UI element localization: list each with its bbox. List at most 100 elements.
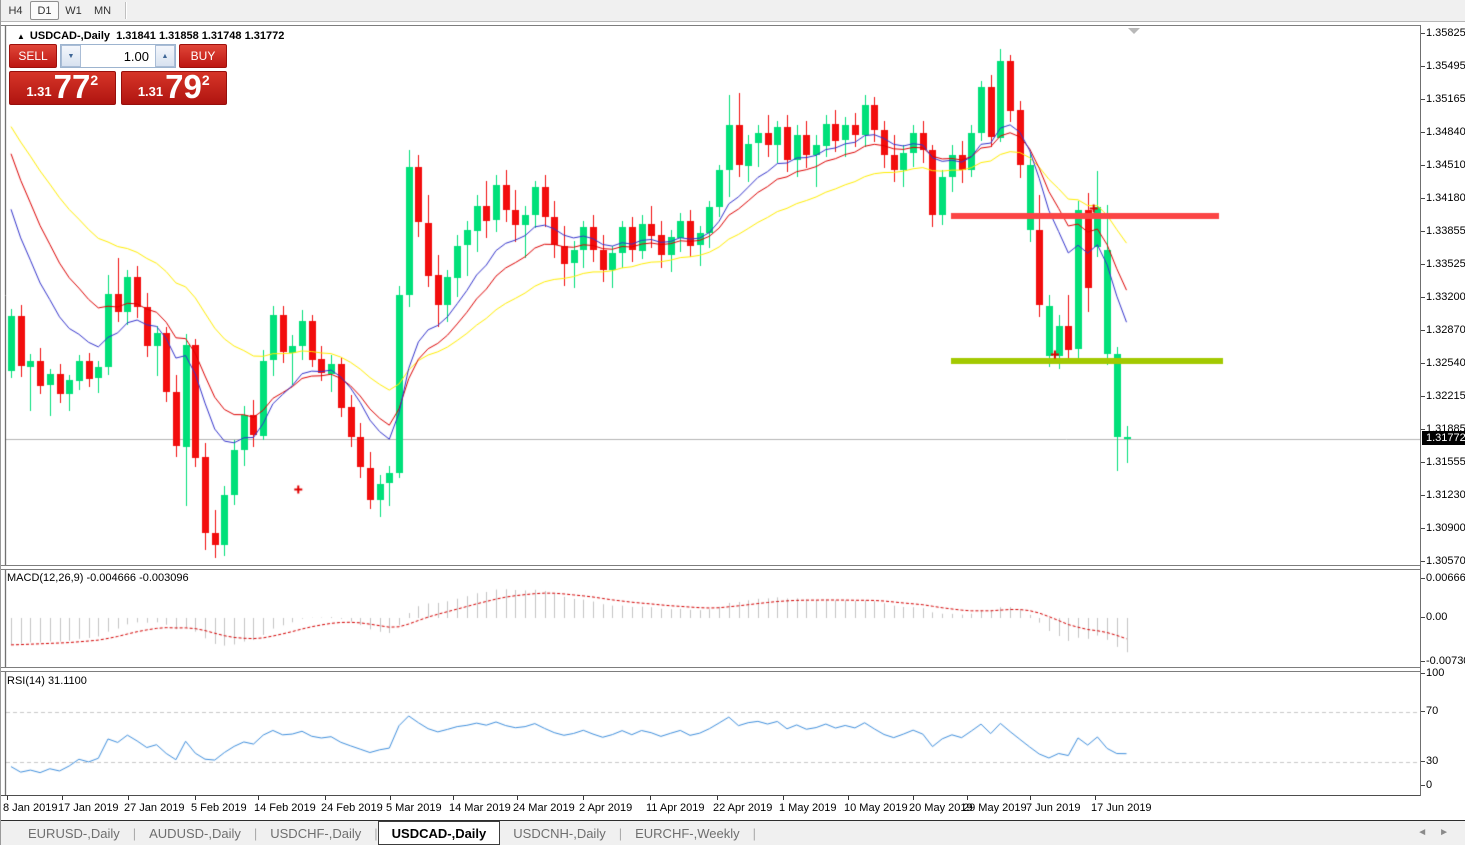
date-tick-mark <box>650 796 651 800</box>
date-axis-label: 17 Jun 2019 <box>1091 802 1152 814</box>
chart-tab-usdchf[interactable]: USDCHF-,Daily <box>270 825 362 841</box>
axis-tick-mark <box>1421 99 1425 100</box>
current-price-tag: 1.31772 <box>1422 431 1465 446</box>
rsi-canvas[interactable] <box>1 672 1420 795</box>
timeframe-button-w1[interactable]: W1 <box>65 4 82 17</box>
date-tick-mark <box>390 796 391 800</box>
chart-tab-bar: EURUSD-,Daily | AUDUSD-,Daily | USDCHF-,Dail… <box>1 820 1465 845</box>
price-axis-label: 1.35165 <box>1426 93 1465 105</box>
price-axis-label: 1.31555 <box>1426 456 1465 468</box>
chart-tab-eurchf[interactable]: EURCHF-,Weekly <box>635 825 740 841</box>
axis-tick-mark <box>1421 363 1425 364</box>
buy-quote-button[interactable]: 1.31 79 2 <box>120 70 227 105</box>
price-axis-label: 1.34840 <box>1426 126 1465 138</box>
date-axis-label: 1 May 2019 <box>779 802 837 814</box>
axis-tick-mark <box>1421 617 1425 618</box>
date-axis-label: 2 Apr 2019 <box>579 802 633 814</box>
date-axis-label: 10 May 2019 <box>844 802 908 814</box>
price-axis-label: 1.32215 <box>1426 390 1465 402</box>
value-axis[interactable]: 1.35825 1.35495 1.35165 1.34840 1.34510 1.341… <box>1420 25 1465 796</box>
sell-button[interactable]: SELL <box>9 44 57 68</box>
timeframe-button-mn[interactable]: MN <box>93 4 112 17</box>
price-axis-label: 1.31230 <box>1426 489 1465 501</box>
chart-tab-eurusd[interactable]: EURUSD-,Daily <box>28 825 120 841</box>
price-axis-label: 1.33855 <box>1426 225 1465 237</box>
sell-price-prefix: 1.31 <box>26 84 52 99</box>
macd-indicator-label: MACD(12,26,9) -0.004666 -0.003096 <box>7 572 189 584</box>
date-axis[interactable]: 8 Jan 2019 17 Jan 2019 27 Jan 2019 5 Feb 20… <box>1 796 1420 820</box>
axis-tick-mark <box>1421 673 1425 674</box>
collapse-triangle-icon[interactable]: ▲ <box>17 32 25 41</box>
macd-axis-label: 0.00 <box>1426 611 1448 623</box>
price-chart-panel[interactable] <box>1 25 1420 566</box>
price-axis-label: 1.34180 <box>1426 192 1465 204</box>
date-axis-label: 8 Jan 2019 <box>3 802 58 814</box>
sell-quote-button[interactable]: 1.31 77 2 <box>9 70 116 105</box>
price-axis-label: 1.33525 <box>1426 258 1465 270</box>
tab-separator: | <box>374 825 378 841</box>
volume-decrease-button[interactable]: ▼ <box>61 45 81 67</box>
axis-tick-mark <box>1421 264 1425 265</box>
date-tick-mark <box>128 796 129 800</box>
macd-axis-label: 0.006667 <box>1426 572 1465 584</box>
price-axis-label: 1.32870 <box>1426 324 1465 336</box>
axis-tick-mark <box>1421 462 1425 463</box>
axis-tick-mark <box>1421 495 1425 496</box>
timeframe-button-h4[interactable]: H4 <box>8 4 23 17</box>
timeframe-toolbar: H4 D1 W1 MN <box>1 0 1465 22</box>
rsi-axis-label: 100 <box>1426 667 1445 679</box>
date-axis-label: 17 Jan 2019 <box>58 802 119 814</box>
date-tick-mark <box>717 796 718 800</box>
volume-increase-button[interactable]: ▲ <box>155 45 175 67</box>
price-axis-label: 1.33200 <box>1426 291 1465 303</box>
chart-tab-usdcnh[interactable]: USDCNH-,Daily <box>513 825 606 841</box>
date-tick-mark <box>7 796 8 800</box>
axis-tick-mark <box>1421 661 1425 662</box>
date-axis-label: 22 Apr 2019 <box>713 802 773 814</box>
price-chart-canvas[interactable] <box>1 26 1420 565</box>
axis-tick-mark <box>1421 132 1425 133</box>
macd-panel[interactable] <box>1 569 1420 668</box>
date-tick-mark <box>62 796 63 800</box>
axis-tick-mark <box>1421 297 1425 298</box>
axis-tick-mark <box>1421 761 1425 762</box>
tab-separator: | <box>752 825 756 841</box>
volume-input[interactable] <box>81 45 155 67</box>
date-tick-mark <box>783 796 784 800</box>
macd-canvas[interactable] <box>1 570 1420 667</box>
chart-tab-audusd[interactable]: AUDUSD-,Daily <box>149 825 241 841</box>
scroll-to-end-marker-icon[interactable] <box>1128 28 1140 34</box>
scroll-right-icon[interactable]: ► <box>1439 827 1461 838</box>
date-axis-label: 27 Jan 2019 <box>124 802 185 814</box>
date-axis-label: 11 Apr 2019 <box>646 802 705 814</box>
axis-tick-mark <box>1421 165 1425 166</box>
price-axis-label: 1.34510 <box>1426 159 1465 171</box>
scroll-left-icon[interactable]: ◄ <box>1417 827 1440 838</box>
rsi-indicator-label: RSI(14) 31.1100 <box>7 675 87 687</box>
buy-price-prefix: 1.31 <box>137 84 164 99</box>
date-axis-label: 14 Feb 2019 <box>254 802 316 814</box>
volume-spinner: ▼ ▲ <box>60 44 176 68</box>
date-tick-mark <box>517 796 518 800</box>
tabbar-scroll-arrows[interactable]: ◄► <box>1417 827 1461 838</box>
toolbar-separator <box>125 2 126 19</box>
macd-axis-label: -0.007308 <box>1426 655 1465 667</box>
axis-tick-mark <box>1421 198 1425 199</box>
price-axis-label: 1.30570 <box>1426 555 1465 567</box>
one-click-trading-panel: SELL ▼ ▲ BUY 1.31 77 2 1.31 79 2 <box>9 44 227 105</box>
axis-tick-mark <box>1421 561 1425 562</box>
axis-tick-mark <box>1421 33 1425 34</box>
chart-tab-usdcad[interactable]: USDCAD-,Daily <box>377 821 501 845</box>
price-axis-label: 1.35825 <box>1426 27 1465 39</box>
timeframe-button-d1[interactable]: D1 <box>30 1 59 20</box>
date-tick-mark <box>913 796 914 800</box>
rsi-axis-label: 70 <box>1426 705 1439 717</box>
buy-button[interactable]: BUY <box>179 44 227 68</box>
price-axis-label: 1.32540 <box>1426 357 1465 369</box>
axis-tick-mark <box>1421 396 1425 397</box>
sell-price-sup: 2 <box>90 72 99 88</box>
price-axis-label: 1.30900 <box>1426 522 1465 534</box>
axis-tick-mark <box>1421 429 1425 430</box>
rsi-panel[interactable] <box>1 671 1420 796</box>
